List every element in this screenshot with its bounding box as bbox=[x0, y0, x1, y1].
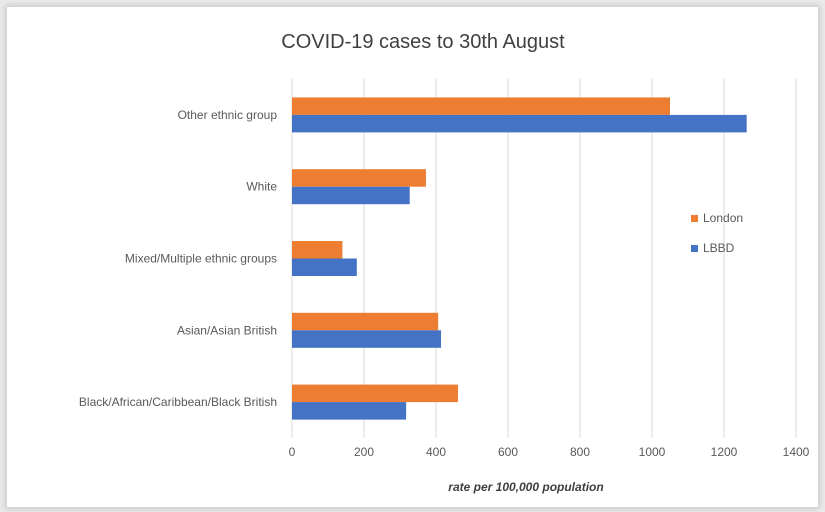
bars bbox=[292, 97, 747, 420]
category-labels: Other ethnic group White Mixed/Multiple et… bbox=[79, 108, 277, 409]
x-tick-labels: 0 200 400 600 800 1000 1200 1400 bbox=[289, 445, 810, 459]
bar-london bbox=[292, 241, 343, 259]
x-tick-label: 200 bbox=[354, 445, 374, 459]
bar-london bbox=[292, 384, 458, 403]
bar-lbbd bbox=[292, 186, 410, 205]
category-label: Mixed/Multiple ethnic groups bbox=[125, 252, 277, 266]
bar-lbbd bbox=[292, 402, 407, 420]
category-label: Asian/Asian British bbox=[177, 323, 277, 337]
category-label: Other ethnic group bbox=[178, 108, 278, 122]
x-tick-label: 1400 bbox=[783, 445, 810, 459]
category-label: White bbox=[246, 180, 277, 194]
x-tick-label: 0 bbox=[289, 445, 296, 459]
chart-frame: COVID-19 cases to 30th August Other ethn… bbox=[6, 6, 819, 508]
x-tick-label: 1000 bbox=[639, 445, 666, 459]
bar-lbbd bbox=[292, 258, 357, 276]
legend: London LBBD bbox=[691, 211, 743, 255]
legend-label-london: London bbox=[703, 211, 743, 225]
bar-london bbox=[292, 97, 670, 115]
category-label: Black/African/Caribbean/Black British bbox=[79, 395, 277, 409]
legend-label-lbbd: LBBD bbox=[703, 241, 735, 255]
x-axis-label: rate per 100,000 population bbox=[448, 480, 603, 494]
bar-lbbd bbox=[292, 330, 442, 348]
x-tick-label: 400 bbox=[426, 445, 446, 459]
bar-chart: COVID-19 cases to 30th August Other ethn… bbox=[79, 31, 810, 494]
x-tick-label: 800 bbox=[570, 445, 590, 459]
x-tick-label: 600 bbox=[498, 445, 518, 459]
bar-lbbd bbox=[292, 114, 747, 133]
bar-london bbox=[292, 312, 439, 331]
x-tick-label: 1200 bbox=[711, 445, 738, 459]
bar-london bbox=[292, 169, 426, 187]
grid-lines bbox=[291, 79, 797, 438]
legend-swatch-london bbox=[691, 215, 698, 222]
legend-swatch-lbbd bbox=[691, 245, 698, 252]
chart-title: COVID-19 cases to 30th August bbox=[281, 31, 565, 53]
